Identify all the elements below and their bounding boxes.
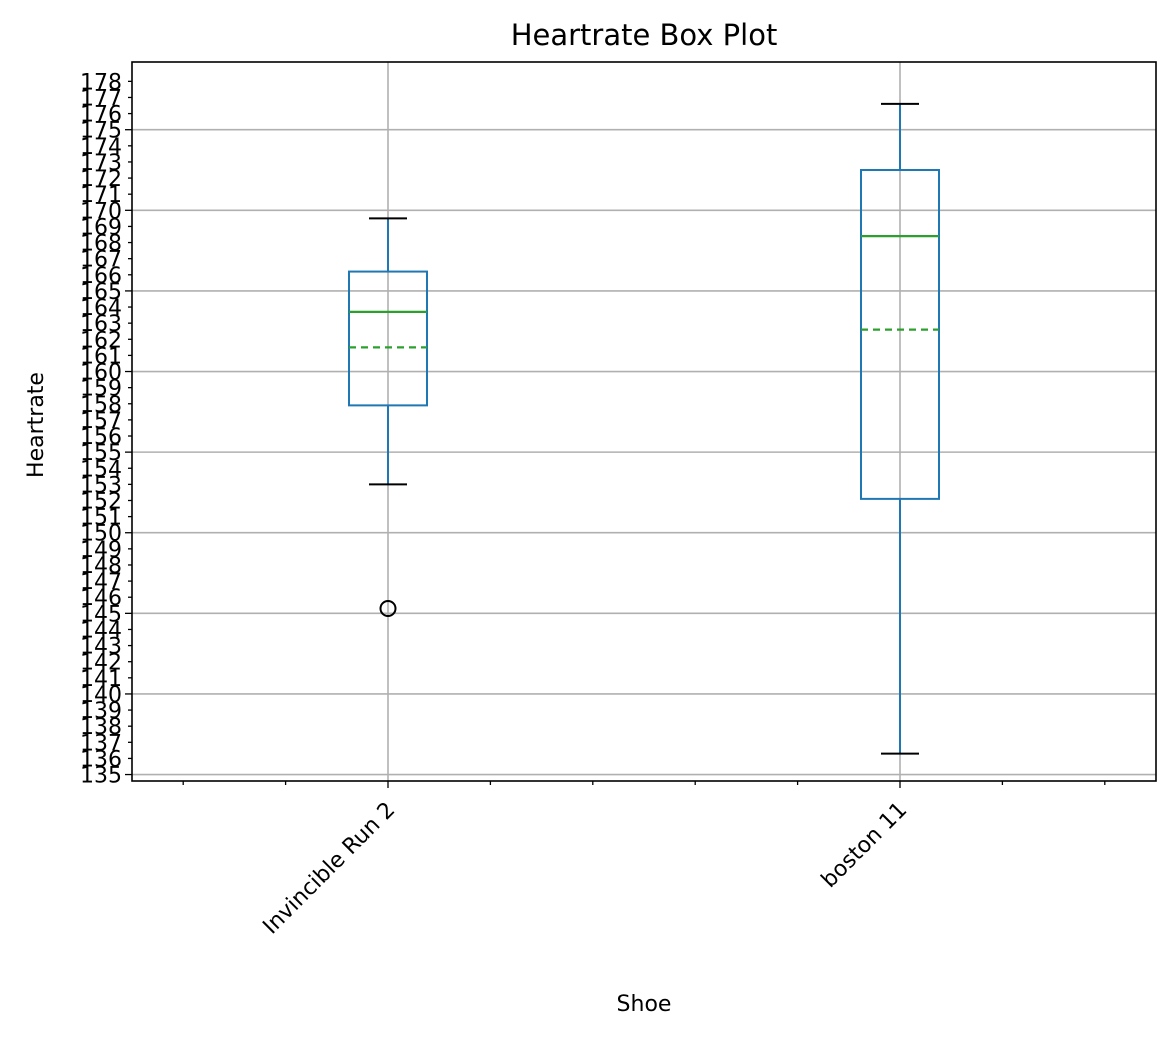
y-tick-label: 145 xyxy=(80,602,122,627)
y-tick-label: 171 xyxy=(80,183,122,208)
box-plot-group xyxy=(860,102,940,755)
y-tick-label: 162 xyxy=(80,328,122,353)
grid-lines xyxy=(132,62,1156,781)
y-tick-label: 147 xyxy=(80,570,122,595)
y-tick-label: 137 xyxy=(80,731,122,756)
y-tick-label: 155 xyxy=(80,441,122,466)
y-tick-label: 173 xyxy=(80,151,122,176)
y-tick-label: 159 xyxy=(80,377,122,402)
y-tick-label: 135 xyxy=(80,764,122,789)
y-tick-label: 149 xyxy=(80,538,122,563)
box-plots xyxy=(348,102,940,755)
y-tick-label: 148 xyxy=(80,554,122,579)
y-tick-label: 158 xyxy=(80,393,122,418)
y-tick-label: 140 xyxy=(80,683,122,708)
box-iqr xyxy=(348,270,428,407)
y-axis-ticks: 1351361371381391401411421431441451461471… xyxy=(80,70,132,789)
y-tick-label: 170 xyxy=(80,199,122,224)
box-iqr xyxy=(860,169,940,500)
y-tick-label: 150 xyxy=(80,522,122,547)
y-tick-label: 175 xyxy=(80,119,122,144)
outlier-point xyxy=(379,600,397,618)
y-tick-label: 177 xyxy=(80,86,122,111)
y-tick-label: 172 xyxy=(80,167,122,192)
y-tick-label: 167 xyxy=(80,248,122,273)
y-tick-label: 160 xyxy=(80,361,122,386)
x-axis-label: Shoe xyxy=(617,992,672,1017)
y-tick-label: 165 xyxy=(80,280,122,305)
y-tick-label: 161 xyxy=(80,344,122,369)
box-plot-group xyxy=(348,217,428,618)
y-tick-label: 138 xyxy=(80,715,122,740)
y-tick-label: 152 xyxy=(80,489,122,514)
y-tick-label: 168 xyxy=(80,232,122,257)
y-tick-label: 146 xyxy=(80,586,122,611)
y-tick-label: 157 xyxy=(80,409,122,434)
y-tick-label: 141 xyxy=(80,667,122,692)
y-tick-label: 156 xyxy=(80,425,122,450)
y-tick-label: 163 xyxy=(80,312,122,337)
y-tick-label: 166 xyxy=(80,264,122,289)
y-tick-label: 151 xyxy=(80,506,122,531)
y-tick-label: 169 xyxy=(80,215,122,240)
y-tick-label: 144 xyxy=(80,618,122,643)
y-tick-label: 136 xyxy=(80,747,122,772)
y-tick-label: 178 xyxy=(80,70,122,95)
y-tick-label: 143 xyxy=(80,635,122,660)
y-tick-label: 164 xyxy=(80,296,122,321)
y-axis-label: Heartrate xyxy=(24,372,49,478)
y-tick-label: 174 xyxy=(80,135,122,160)
y-tick-label: 154 xyxy=(80,457,122,482)
y-tick-label: 142 xyxy=(80,651,122,676)
y-tick-label: 139 xyxy=(80,699,122,724)
y-tick-label: 176 xyxy=(80,103,122,128)
plot-frame xyxy=(131,61,1157,782)
y-tick-label: 153 xyxy=(80,473,122,498)
chart-title: Heartrate Box Plot xyxy=(511,18,778,52)
